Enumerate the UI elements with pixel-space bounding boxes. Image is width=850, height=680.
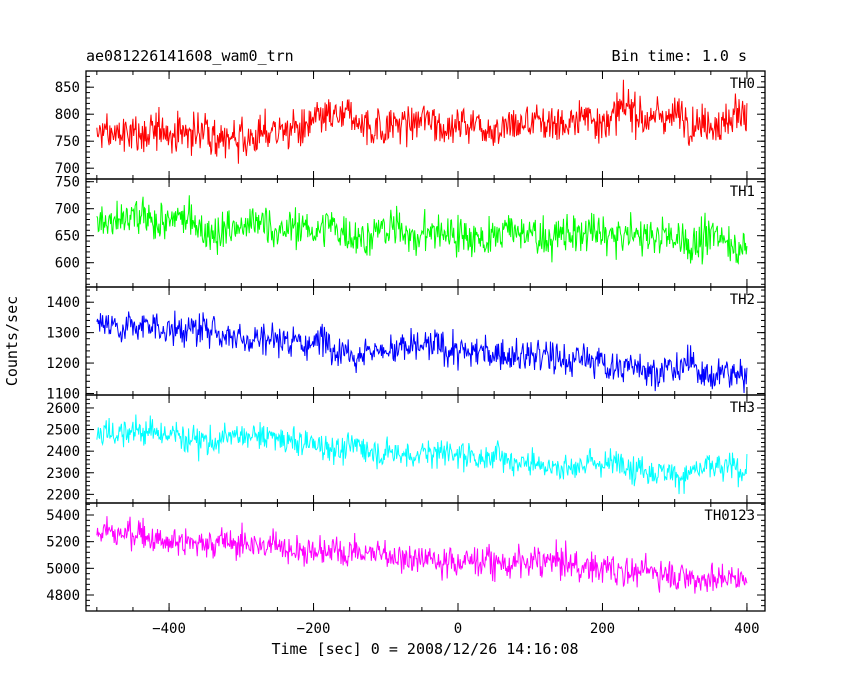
y-tick-label: 850 [55,80,80,96]
y-tick-label: 5200 [46,535,80,551]
series-line-th0 [96,79,748,164]
y-tick-label: 2200 [46,487,80,503]
x-tick-label: 400 [734,621,759,637]
y-tick-label: 700 [55,202,80,218]
y-tick-label: 650 [55,229,80,245]
y-tick-label: 1400 [46,295,80,311]
y-tick-label: 750 [55,175,80,191]
y-tick-label: 5000 [46,561,80,577]
y-tick-label: 800 [55,107,80,123]
y-tick-label: 600 [55,256,80,272]
x-axis-label: Time [sec] 0 = 2008/12/26 14:16:08 [271,640,578,658]
panel-th2: 1100 1200 1300 1400 TH2 [46,286,766,402]
bin-time-label: Bin time: 1.0 s [612,47,747,65]
y-tick-label: 1200 [46,356,80,372]
x-tick-label: −200 [297,621,331,637]
x-tick-label: 0 [454,621,462,637]
y-tick-label: 2500 [46,423,80,439]
x-tick-label: −400 [152,621,186,637]
series-line-th3 [96,414,748,495]
x-tick-label: 200 [590,621,615,637]
panel-label-th1: TH1 [730,184,755,200]
panel-th0: 700 750 800 850 TH0 [55,70,766,180]
series-line-th2 [96,310,748,394]
panel-frame [85,502,766,612]
panel-th1: 600 650 700 750 TH1 [55,175,766,288]
panel-label-th0: TH0 [730,76,755,92]
panel-label-th3: TH3 [730,400,755,416]
y-tick-label: 750 [55,134,80,150]
y-tick-label: 700 [55,161,80,177]
panel-label-th2: TH2 [730,292,755,308]
panel-label-th0123: TH0123 [704,508,755,524]
y-tick-label: 2600 [46,401,80,417]
y-tick-label: 1100 [46,386,80,402]
y-tick-label: 5400 [46,508,80,524]
y-axis-label: Counts/sec [3,296,21,386]
chart-title: ae081226141608_wam0_trn [86,47,294,65]
y-tick-label: 4800 [46,588,80,604]
panel-th3: 2200 2300 2400 2500 2600 TH3 [46,394,766,504]
y-tick-label: 2400 [46,444,80,460]
series-line-th1 [96,195,748,265]
series-line-th0123 [96,516,748,594]
y-tick-label: 1300 [46,326,80,342]
panel-th0123: 4800 5000 5200 5400 TH0123 [46,502,766,612]
y-tick-label: 2300 [46,466,80,482]
